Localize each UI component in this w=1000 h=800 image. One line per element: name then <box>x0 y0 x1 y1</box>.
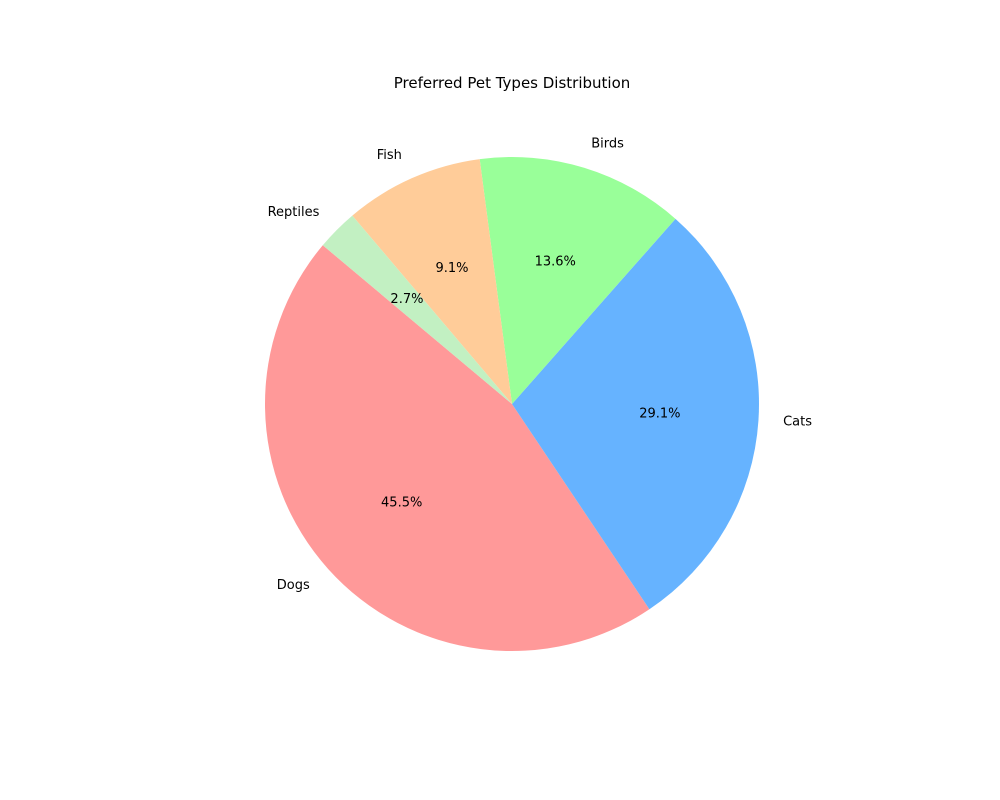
slice-label-reptiles: Reptiles <box>268 205 320 220</box>
slice-percent-dogs: 45.5% <box>381 495 422 510</box>
pie-slice-fish <box>352 159 512 404</box>
pie-slice-reptiles <box>322 215 512 404</box>
pie-slice-birds <box>479 157 676 404</box>
pie-slice-dogs <box>264 245 650 652</box>
slice-label-birds: Birds <box>591 137 624 152</box>
pie-labels: Dogs 45.5% Cats 29.1% Birds 13.6% Fish 9.1% Rept… <box>268 137 813 593</box>
chart-title: Preferred Pet Types Distribution <box>394 74 631 92</box>
slice-percent-cats: 29.1% <box>639 406 680 421</box>
slice-label-cats: Cats <box>783 415 812 430</box>
slice-label-dogs: Dogs <box>277 578 310 593</box>
slice-percent-birds: 13.6% <box>535 255 576 270</box>
slice-percent-reptiles: 2.7% <box>390 292 423 307</box>
pie-slice-cats <box>512 218 759 610</box>
slice-percent-fish: 9.1% <box>435 261 468 276</box>
pie-slices <box>264 157 759 652</box>
slice-label-fish: Fish <box>377 148 402 163</box>
